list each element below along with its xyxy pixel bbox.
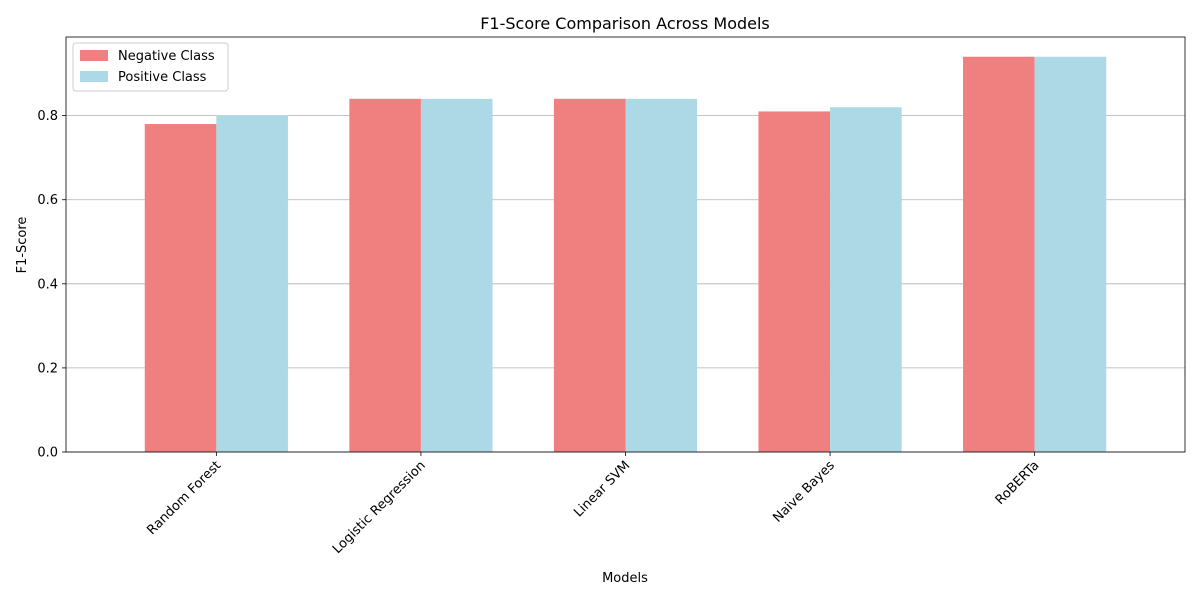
legend-label-negative: Negative Class — [118, 49, 215, 64]
bar-negative-linear-svm — [553, 98, 626, 453]
legend-swatch-negative — [80, 50, 108, 61]
y-tick-label: 0.6 — [37, 193, 58, 208]
legend-label-positive: Positive Class — [118, 70, 207, 85]
legend-frame — [72, 42, 229, 92]
bars — [144, 56, 1107, 453]
legend-swatch-positive — [80, 71, 108, 82]
y-axis-label: F1-Score — [15, 217, 30, 274]
bar-negative-random-forest — [144, 124, 217, 453]
bar-positive-random-forest — [216, 115, 288, 453]
axes — [62, 36, 1186, 456]
bar-negative-logistic-regression — [349, 98, 421, 453]
bar-negative-naive-bayes — [758, 111, 831, 453]
y-tick-label: 0.4 — [37, 277, 58, 292]
legend: Negative Class Positive Class — [72, 42, 229, 92]
chart-title: F1-Score Comparison Across Models — [480, 14, 770, 33]
bar-negative-roberta — [963, 56, 1035, 453]
bar-positive-linear-svm — [625, 98, 698, 453]
y-tick-label: 0.8 — [37, 109, 58, 124]
x-axis-label: Models — [602, 571, 648, 586]
y-tick-label: 0.2 — [37, 361, 58, 376]
bar-positive-logistic-regression — [420, 98, 493, 453]
bar-positive-roberta — [1034, 56, 1107, 453]
y-tick-label: 0.0 — [37, 446, 58, 461]
bar-positive-naive-bayes — [830, 107, 902, 452]
